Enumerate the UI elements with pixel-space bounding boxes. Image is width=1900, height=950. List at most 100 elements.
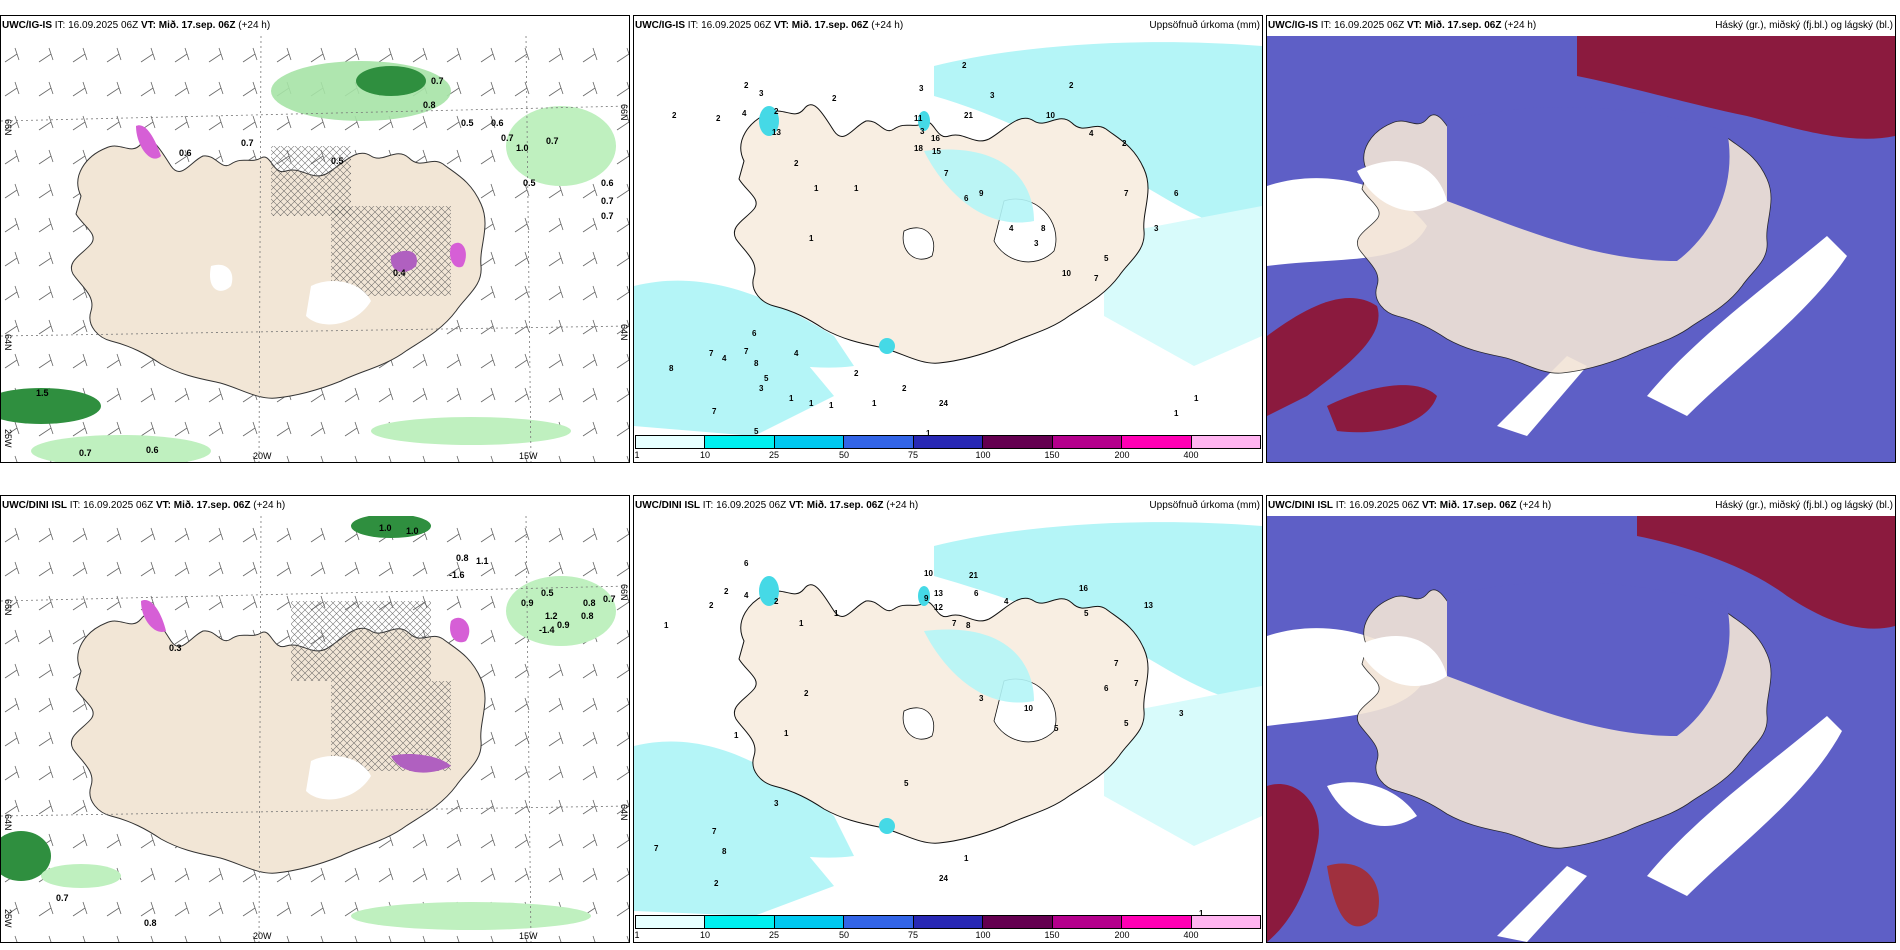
precip-label: 2: [962, 61, 967, 70]
precip-label: 2: [854, 369, 859, 378]
wind-label: 1.2: [545, 611, 558, 621]
precip-value-labels: 2 2 2 4 3 2 13 2 3 11 3 18 16 15 21 2 3 …: [669, 61, 1199, 438]
lat-label-66-right: 66N: [619, 104, 629, 121]
precip-label: 1: [964, 854, 969, 863]
lead-time: (+24 h): [1519, 500, 1552, 511]
colorbar-tick: 200: [1114, 930, 1130, 940]
lat-label-64: 64N: [3, 334, 13, 351]
precip-label: 3: [1034, 239, 1039, 248]
precip-label: 21: [969, 571, 978, 580]
green-shading: [1, 516, 616, 930]
valid-time: Mið. 17.sep. 06Z: [1439, 500, 1517, 511]
precip-label: 8: [1041, 224, 1046, 233]
precip-label: 3: [919, 84, 924, 93]
lead-time: (+24 h): [238, 20, 271, 31]
colorbar-swatch: [983, 916, 1053, 928]
precip-label: 2: [714, 879, 719, 888]
field-title: Uppsöfnuð úrkoma (mm): [1149, 20, 1260, 31]
wind-label: -1.6: [449, 570, 465, 580]
precip-label: 7: [744, 347, 749, 356]
precip-label: 16: [931, 134, 940, 143]
precip-label: 9: [924, 594, 929, 603]
panel-header: UWC/DINI ISL IT: 16.09.2025 06Z VT: Mið.…: [1268, 500, 1893, 516]
colorbar-tick: 400: [1183, 930, 1199, 940]
precip-label: 18: [914, 144, 923, 153]
precip-label: 13: [772, 128, 781, 137]
wind-label: 0.9: [521, 598, 534, 608]
precip-label: 1: [809, 234, 814, 243]
valid-time: Mið. 17.sep. 06Z: [806, 500, 884, 511]
valid-time: Mið. 17.sep. 06Z: [173, 500, 251, 511]
precip-label: 6: [1104, 684, 1109, 693]
precip-label: 1: [834, 609, 839, 618]
wind-label: 0.8: [144, 918, 157, 928]
panel-header: UWC/DINI ISL IT: 16.09.2025 06Z VT: Mið.…: [2, 500, 627, 516]
precip-label: 2: [794, 159, 799, 168]
wind-map: 66N 64N 66N 64N 25W 20W 15W 0.6 0.7 0.7 …: [1, 36, 629, 462]
precip-label: 1: [814, 184, 819, 193]
precip-label: 10: [1046, 111, 1055, 120]
lead-time: (+24 h): [253, 500, 286, 511]
precip-label: 24: [939, 399, 948, 408]
colorbar-swatch: [1191, 916, 1260, 928]
model-name: UWC/DINI ISL: [2, 500, 67, 511]
valid-time-label: VT:: [140, 20, 156, 31]
precip-label: 2: [672, 111, 677, 120]
precip-label: 1: [854, 184, 859, 193]
precip-label: 24: [939, 874, 948, 883]
wind-label: 0.5: [541, 588, 554, 598]
colorbar-swatch: [1052, 916, 1123, 928]
wind-label: 1.1: [476, 556, 489, 566]
precip-label: 4: [1009, 224, 1014, 233]
wind-label: 0.6: [179, 148, 192, 158]
precip-label: 3: [990, 91, 995, 100]
panel-header: UWC/DINI ISL IT: 16.09.2025 06Z VT: Mið.…: [635, 500, 1260, 516]
colorbar-swatches: [635, 915, 1261, 929]
wind-map: 66N 64N 66N 64N 25W 20W 15W 1.0 1.0 0.8 …: [1, 516, 629, 942]
precip-label: 3: [979, 694, 984, 703]
precip-label: 7: [712, 407, 717, 416]
precip-label: 1: [789, 394, 794, 403]
init-time: IT: 16.09.2025 06Z: [687, 20, 772, 31]
colorbar-swatch: [774, 916, 845, 928]
colorbar-swatch: [705, 916, 775, 928]
precip-label: 1: [1194, 394, 1199, 403]
precip-label: 7: [944, 169, 949, 178]
wind-label: 0.8: [456, 553, 469, 563]
precip-label: 7: [1134, 679, 1139, 688]
precip-label: 7: [712, 827, 717, 836]
wind-value-labels: 0.6 0.7 0.7 0.8 0.5 0.6 0.7 1.0 0.5 0.7 …: [36, 76, 614, 458]
colorbar-swatch: [1191, 436, 1260, 448]
panel-header: UWC/IG-IS IT: 16.09.2025 06Z VT: Mið. 17…: [2, 20, 627, 36]
precip-label: 1: [799, 619, 804, 628]
precip-label: 4: [722, 354, 727, 363]
precip-label: 10: [924, 569, 933, 578]
panel-precip-dini: UWC/DINI ISL IT: 16.09.2025 06Z VT: Mið.…: [633, 495, 1263, 943]
precip-label: 5: [754, 427, 759, 436]
lat-label-64: 64N: [3, 814, 13, 831]
precip-label: 7: [1114, 659, 1119, 668]
precip-map: 2 2 2 4 3 2 13 2 3 11 3 18 16 15 21 2 3 …: [634, 36, 1262, 462]
precip-label: 2: [774, 107, 779, 116]
wind-label: 0.7: [546, 136, 559, 146]
lon-label-25: 25W: [3, 429, 13, 448]
lead-time: (+24 h): [886, 500, 919, 511]
lon-label-20: 20W: [253, 451, 272, 461]
lead-time: (+24 h): [871, 20, 904, 31]
precip-label: 1: [872, 399, 877, 408]
wind-label: 0.8: [423, 100, 436, 110]
colorbar-tick: 100: [975, 930, 991, 940]
precip-label: 1: [829, 401, 834, 410]
colorbar-swatch: [913, 916, 984, 928]
colorbar-tick: 150: [1044, 930, 1060, 940]
wind-label: 0.7: [79, 448, 92, 458]
lat-label-66: 66N: [3, 119, 13, 136]
precip-label: 5: [1124, 719, 1129, 728]
colorbar-tick: 75: [907, 450, 919, 460]
precip-label: 13: [934, 589, 943, 598]
precip-label: 2: [724, 587, 729, 596]
init-time: IT: 16.09.2025 06Z: [702, 500, 787, 511]
colorbar-swatch: [1122, 916, 1192, 928]
precip-label: 6: [974, 589, 979, 598]
colorbar-tick: 150: [1044, 450, 1060, 460]
